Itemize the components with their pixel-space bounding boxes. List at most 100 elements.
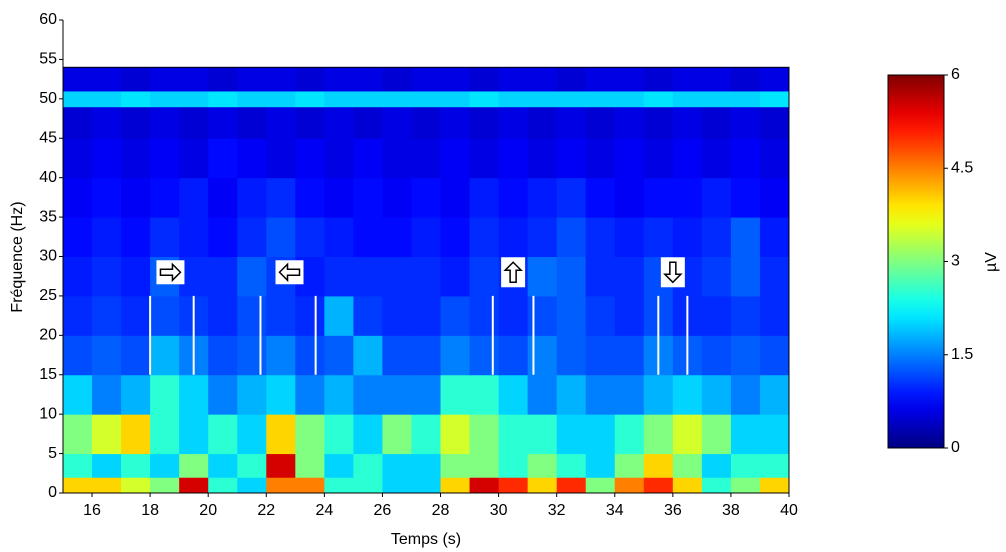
heat-cell xyxy=(440,374,471,415)
y-tick-label: 30 xyxy=(39,248,57,265)
heat-cell xyxy=(527,256,558,297)
y-tick-label: 20 xyxy=(39,327,57,344)
heat-cell xyxy=(295,67,325,92)
heat-cell xyxy=(92,138,122,179)
heat-cell xyxy=(730,106,761,139)
heat-cell xyxy=(643,453,674,478)
heat-cell xyxy=(237,453,267,478)
y-tick-label: 10 xyxy=(39,405,57,422)
heat-cell xyxy=(440,256,471,297)
heat-cell xyxy=(295,295,325,336)
heat-cell xyxy=(353,453,383,478)
heat-cell xyxy=(237,106,267,139)
heat-cell xyxy=(730,256,761,297)
heat-cell xyxy=(382,477,412,494)
heat-cell xyxy=(614,67,645,92)
heat-cell xyxy=(382,414,412,455)
y-tick-label: 35 xyxy=(39,208,57,225)
heat-cell xyxy=(92,374,122,415)
heat-cell xyxy=(527,90,558,108)
heat-cell xyxy=(266,374,296,415)
y-tick-label: 0 xyxy=(48,484,57,501)
heat-cell xyxy=(92,477,122,494)
heat-cell xyxy=(92,177,122,218)
heat-cell xyxy=(585,106,616,139)
heat-cell xyxy=(324,67,354,92)
heat-cell xyxy=(382,374,412,415)
heat-cell xyxy=(324,414,354,455)
heat-cell xyxy=(324,335,354,376)
heat-cell xyxy=(730,374,761,415)
heat-cell xyxy=(759,374,790,415)
heat-cell xyxy=(353,477,383,494)
heat-cell xyxy=(92,335,122,376)
heat-cell xyxy=(498,374,529,415)
heat-cell xyxy=(208,177,238,218)
heat-cell xyxy=(266,138,296,179)
heat-cell xyxy=(556,177,587,218)
heat-cell xyxy=(150,374,180,415)
heat-cell xyxy=(411,177,442,218)
heat-cell xyxy=(353,138,383,179)
heat-cell xyxy=(150,477,180,494)
heat-cell xyxy=(614,453,645,478)
heat-cell xyxy=(672,374,703,415)
heat-cell xyxy=(324,453,354,478)
heat-cell xyxy=(498,414,529,455)
x-tick-label: 24 xyxy=(315,502,333,519)
heat-cell xyxy=(237,335,267,376)
heat-cell xyxy=(498,67,529,92)
heat-cell xyxy=(643,106,674,139)
heat-cell xyxy=(150,295,180,336)
heat-cell xyxy=(208,295,238,336)
heat-cell xyxy=(701,477,732,494)
heat-cell xyxy=(382,67,412,92)
y-tick-label: 60 xyxy=(39,11,57,28)
heat-cell xyxy=(556,90,587,108)
heat-cell xyxy=(614,335,645,376)
heat-cell xyxy=(759,138,790,179)
heat-cell xyxy=(701,295,732,336)
heat-cell xyxy=(701,335,732,376)
heat-cell xyxy=(440,90,471,108)
y-tick-label: 25 xyxy=(39,287,57,304)
heat-cell xyxy=(469,414,500,455)
heat-cell xyxy=(527,414,558,455)
heat-cell xyxy=(759,453,790,478)
heat-cell xyxy=(237,295,267,336)
heat-cell xyxy=(730,453,761,478)
x-tick-label: 22 xyxy=(257,502,275,519)
heat-cell xyxy=(411,453,442,478)
heat-cell xyxy=(353,414,383,455)
heat-cell xyxy=(440,217,471,257)
heat-cell xyxy=(179,477,209,494)
heat-cell xyxy=(324,256,354,297)
heat-cell xyxy=(440,477,471,494)
heat-cell xyxy=(266,90,296,108)
heat-cell xyxy=(469,67,500,92)
heat-cell xyxy=(150,335,180,376)
heat-cell xyxy=(295,217,325,257)
heat-cell xyxy=(63,177,93,218)
heat-cell xyxy=(237,477,267,494)
heat-cell xyxy=(440,295,471,336)
heat-cell xyxy=(527,374,558,415)
x-tick-label: 34 xyxy=(606,502,624,519)
heat-cell xyxy=(353,374,383,415)
heat-cell xyxy=(208,67,238,92)
colorbar-tick-label: 6 xyxy=(951,66,960,83)
heat-cell xyxy=(121,138,151,179)
heat-cell xyxy=(295,335,325,376)
heat-cell xyxy=(527,217,558,257)
heat-cell xyxy=(469,106,500,139)
heat-cell xyxy=(498,106,529,139)
heat-cell xyxy=(411,256,442,297)
y-tick-label: 55 xyxy=(39,51,57,68)
heat-cell xyxy=(179,67,209,92)
y-axis-label: Fréquence (Hz) xyxy=(9,201,26,312)
heat-cell xyxy=(440,177,471,218)
heat-cell xyxy=(614,217,645,257)
heat-cell xyxy=(179,106,209,139)
heat-cell xyxy=(63,335,93,376)
